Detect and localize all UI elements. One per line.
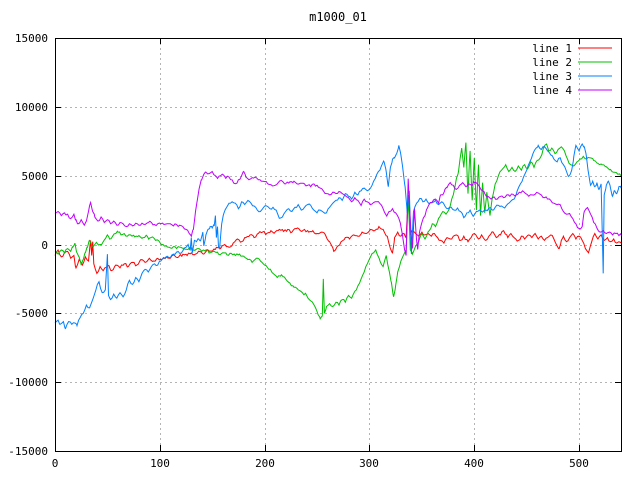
x-axis-tick-labels: 0 100 200 300 400 500 — [52, 457, 589, 470]
x-tick-label: 0 — [52, 457, 59, 470]
data-series — [54, 142, 622, 330]
legend-label: line 2 — [532, 56, 572, 69]
y-tick-label: 15000 — [15, 32, 48, 45]
series-path-line-2 — [54, 142, 622, 320]
series-path-line-3 — [54, 142, 622, 330]
x-tick-label: 500 — [569, 457, 589, 470]
y-tick-label: 10000 — [15, 101, 48, 114]
x-tick-label: 200 — [255, 457, 275, 470]
legend-entry: line 1 — [532, 42, 612, 55]
x-tick-label: 400 — [464, 457, 484, 470]
y-tick-label: -15000 — [8, 445, 48, 458]
x-tick-label: 100 — [150, 457, 170, 470]
chart-title: m1000_01 — [309, 10, 367, 24]
y-tick-label: -10000 — [8, 376, 48, 389]
legend-entry: line 4 — [532, 84, 612, 97]
y-tick-label: -5000 — [15, 307, 48, 320]
legend-label: line 1 — [532, 42, 572, 55]
series-path-line-1 — [54, 194, 622, 275]
grid-lines — [55, 38, 621, 451]
y-axis-tick-labels: -15000 -10000 -5000 0 5000 10000 15000 — [8, 32, 48, 458]
legend-label: line 4 — [532, 84, 572, 97]
y-tick-label: 0 — [41, 239, 48, 252]
y-tick-label: 5000 — [22, 170, 49, 183]
legend-entry: line 2 — [532, 56, 612, 69]
series-path-line-4 — [54, 170, 622, 256]
legend-entry: line 3 — [532, 70, 612, 83]
legend-label: line 3 — [532, 70, 572, 83]
axis-ticks — [55, 38, 621, 452]
x-tick-label: 300 — [359, 457, 379, 470]
